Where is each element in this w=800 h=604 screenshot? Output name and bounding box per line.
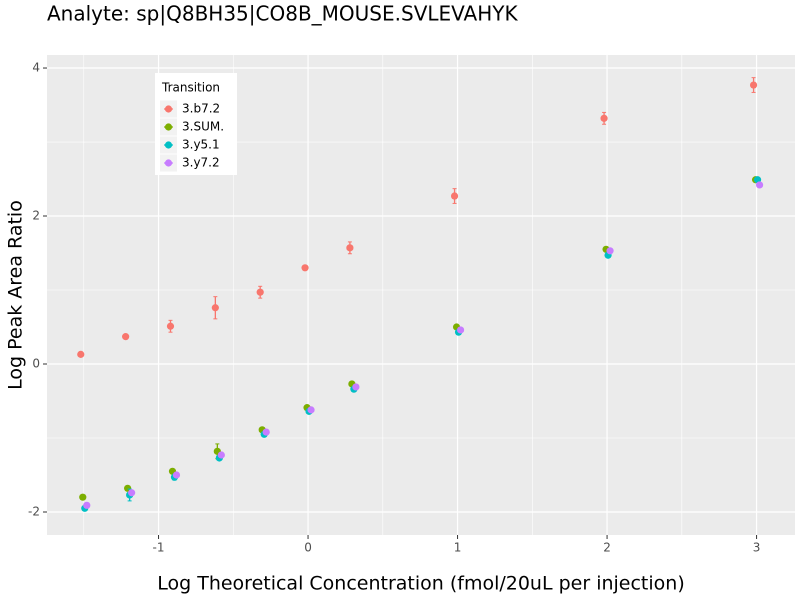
point [217,451,225,459]
legend-title: Transition [161,81,220,95]
point [749,81,758,89]
point [122,333,130,341]
y-tick-label: 0 [32,356,40,370]
y-tick-label: -2 [28,504,40,518]
legend-label: 3.b7.2 [182,102,220,116]
point [450,192,459,200]
point [606,247,614,255]
point [172,471,181,479]
point [352,383,360,391]
point [346,244,354,252]
x-axis-label: Log Theoretical Concentration (fmol/20uL… [157,573,685,595]
point [307,406,315,414]
point [600,114,608,122]
point [262,428,270,436]
y-tick-label: 2 [32,209,40,223]
point [755,181,764,189]
point [256,288,264,296]
y-axis-label: Log Peak Area Ratio [5,200,27,390]
x-tick-label: -1 [153,541,165,555]
legend-key-point [164,123,173,131]
chart-title: Analyte: sp|Q8BH35|CO8B_MOUSE.SVLEVAHYK [47,2,518,26]
point [301,264,309,272]
point [83,501,91,509]
point [211,304,219,312]
legend-key-point [164,105,173,113]
x-tick-label: 3 [753,541,761,555]
x-tick-label: 2 [603,541,611,555]
x-tick-label: 0 [304,541,312,555]
y-tick-label: 4 [32,61,40,75]
point [166,322,175,330]
legend-key-point [164,159,173,167]
x-tick-label: 1 [454,541,462,555]
legend-key-point [164,141,173,149]
point [77,350,85,358]
legend-label: 3.y5.1 [182,138,220,152]
point [79,493,87,501]
point [456,326,465,334]
legend-label: 3.SUM. [182,120,224,134]
legend-label: 3.y7.2 [182,156,220,170]
point [128,489,136,497]
